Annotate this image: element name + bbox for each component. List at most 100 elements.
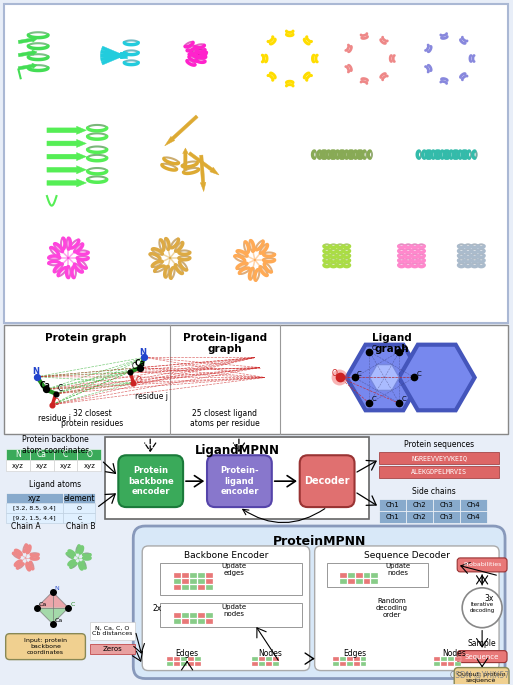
Bar	[182, 619, 189, 624]
Bar	[252, 662, 258, 666]
Bar	[6, 513, 64, 523]
Polygon shape	[101, 53, 128, 61]
Bar	[273, 657, 279, 660]
Text: Edges: Edges	[175, 649, 199, 658]
Text: Protein backbone
atom coordinates: Protein backbone atom coordinates	[22, 435, 89, 455]
FancyBboxPatch shape	[133, 526, 505, 679]
Text: C: C	[401, 345, 406, 351]
Bar	[174, 585, 181, 590]
Bar	[174, 573, 181, 578]
Bar	[259, 657, 265, 660]
FancyBboxPatch shape	[6, 634, 86, 660]
Text: Chain B: Chain B	[66, 522, 95, 531]
FancyBboxPatch shape	[457, 651, 507, 662]
Bar	[30, 460, 53, 471]
Bar	[6, 503, 64, 513]
Text: Ch1: Ch1	[386, 514, 400, 520]
Text: Ca: Ca	[134, 359, 145, 368]
Bar	[347, 662, 352, 666]
Bar	[174, 613, 181, 618]
Polygon shape	[165, 115, 198, 146]
Bar	[198, 619, 205, 624]
Bar	[195, 657, 201, 660]
Polygon shape	[399, 345, 475, 410]
Text: xyz: xyz	[60, 462, 71, 469]
Bar	[182, 573, 189, 578]
Text: xyz: xyz	[28, 494, 41, 503]
Text: N, Ca, C, O
Cb distances: N, Ca, C, O Cb distances	[92, 625, 132, 636]
Text: Input: protein
backbone
coordinates: Input: protein backbone coordinates	[24, 638, 67, 655]
Bar	[167, 662, 173, 666]
Polygon shape	[36, 592, 68, 608]
Bar	[90, 622, 135, 640]
Bar	[6, 493, 64, 503]
Bar	[77, 460, 102, 471]
Text: C: C	[401, 397, 406, 402]
FancyBboxPatch shape	[314, 546, 499, 671]
FancyBboxPatch shape	[142, 546, 310, 671]
Text: C: C	[132, 362, 137, 371]
Bar	[433, 499, 460, 511]
Bar	[371, 573, 379, 578]
Bar	[4, 3, 508, 323]
Text: xyz: xyz	[12, 462, 24, 469]
Bar	[198, 585, 205, 590]
Bar	[435, 657, 440, 660]
Text: Ch3: Ch3	[440, 502, 453, 508]
Bar	[182, 579, 189, 584]
Text: Probabilities: Probabilities	[463, 562, 501, 567]
Bar	[182, 613, 189, 618]
Text: CSDN @YHJX57: CSDN @YHJX57	[450, 671, 509, 680]
Polygon shape	[188, 152, 219, 175]
FancyBboxPatch shape	[207, 456, 272, 507]
Text: Ch2: Ch2	[413, 514, 427, 520]
Polygon shape	[200, 155, 206, 192]
Bar	[190, 573, 197, 578]
Bar	[364, 573, 370, 578]
Polygon shape	[47, 139, 86, 147]
Text: NGREEVVEYVKEIQ: NGREEVVEYVKEIQ	[411, 456, 467, 461]
Text: N: N	[54, 586, 60, 591]
Text: Protein-ligand
graph: Protein-ligand graph	[183, 333, 267, 354]
Text: [9.2, 1.5, 4.4]: [9.2, 1.5, 4.4]	[13, 516, 56, 521]
Bar	[455, 657, 461, 660]
Bar	[182, 585, 189, 590]
Bar	[406, 511, 433, 523]
Text: C: C	[77, 516, 82, 521]
Bar	[174, 662, 180, 666]
Text: N: N	[140, 348, 146, 357]
Bar	[448, 657, 454, 660]
Bar	[347, 579, 354, 584]
Text: Ch4: Ch4	[467, 502, 481, 508]
Text: 32 closest
protein residues: 32 closest protein residues	[61, 409, 124, 428]
Bar	[53, 449, 77, 460]
Text: O: O	[331, 369, 338, 377]
Text: C: C	[70, 602, 75, 607]
Polygon shape	[101, 46, 128, 59]
Text: Sample: Sample	[468, 638, 497, 648]
Text: Decoder: Decoder	[304, 476, 350, 486]
Text: Backbone Encoder: Backbone Encoder	[184, 551, 268, 560]
Text: Ch1: Ch1	[386, 502, 400, 508]
Bar	[190, 619, 197, 624]
Polygon shape	[18, 37, 37, 44]
Text: residue i: residue i	[37, 414, 71, 423]
Bar	[188, 662, 194, 666]
Bar	[206, 613, 213, 618]
Bar	[6, 449, 30, 460]
Bar	[90, 644, 135, 653]
Polygon shape	[347, 345, 422, 410]
Bar	[347, 657, 352, 660]
Bar	[448, 662, 454, 666]
Bar	[460, 511, 487, 523]
Bar	[380, 511, 406, 523]
Text: Protein graph: Protein graph	[45, 333, 126, 342]
Polygon shape	[369, 364, 400, 390]
Bar	[266, 662, 272, 666]
Bar	[441, 657, 447, 660]
Bar	[64, 513, 95, 523]
Text: Ca: Ca	[54, 618, 63, 623]
Polygon shape	[18, 50, 37, 57]
Bar	[198, 613, 205, 618]
Text: 25 closest ligand
atoms per residue: 25 closest ligand atoms per residue	[190, 409, 260, 428]
